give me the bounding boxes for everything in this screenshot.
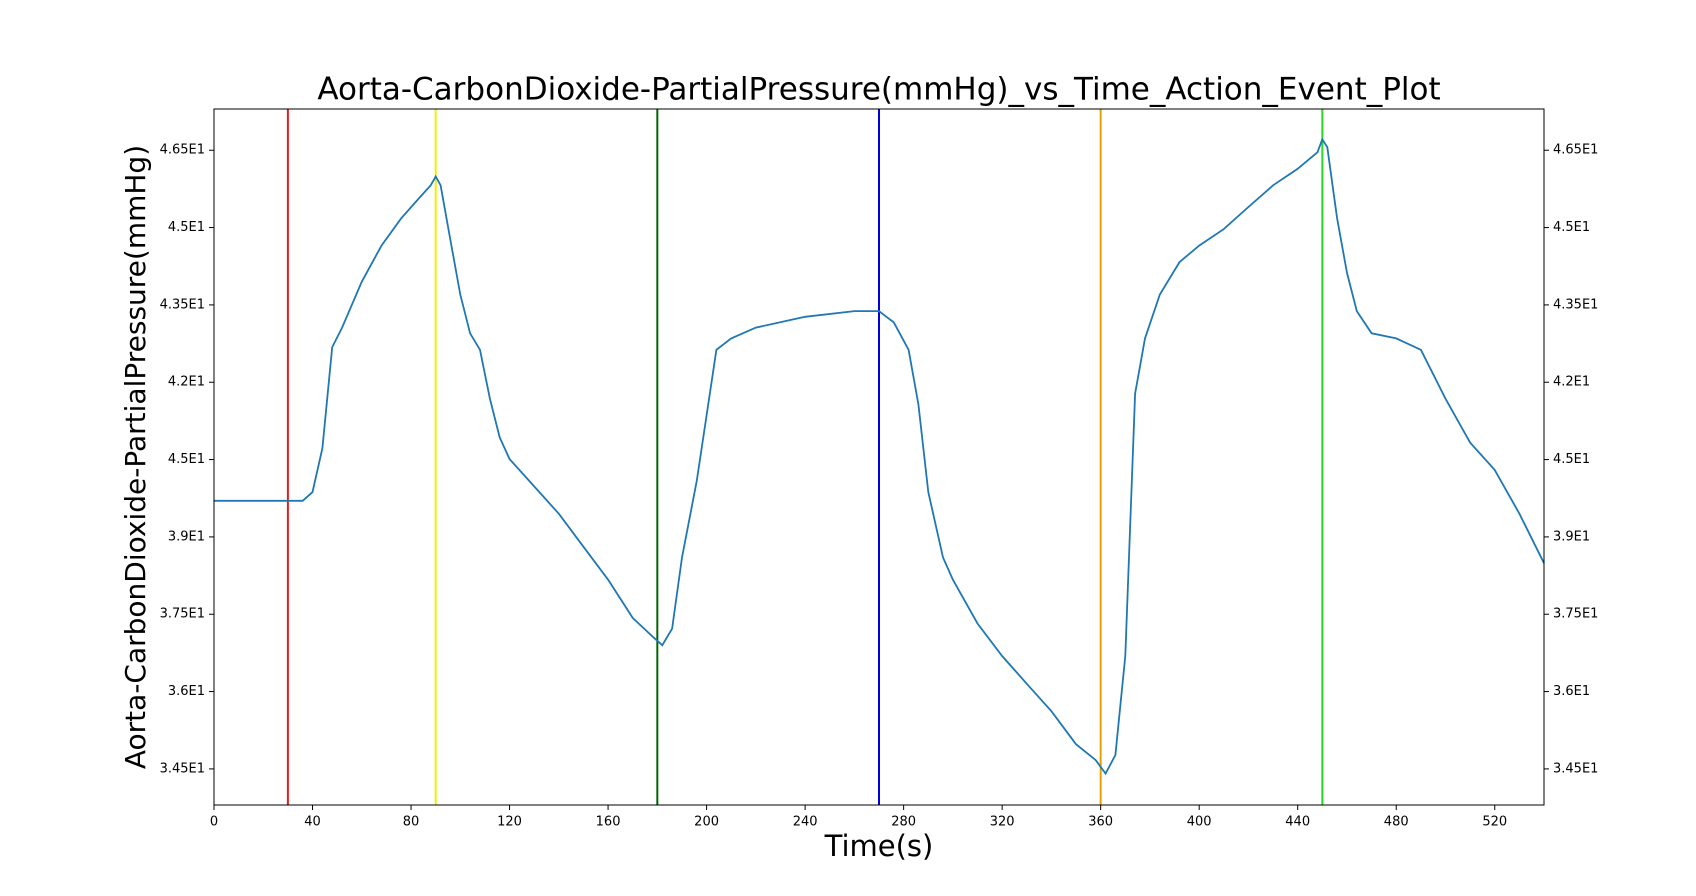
y-tick-label-right: 3.6E1 — [1553, 684, 1590, 699]
x-tick-label: 400 — [1187, 815, 1212, 830]
y-tick-label-right: 4.5E1 — [1553, 220, 1590, 235]
chart-title: Aorta-CarbonDioxide-PartialPressure(mmHg… — [317, 72, 1440, 108]
y-tick-label: 3.6E1 — [168, 684, 205, 699]
y-tick-label-right: 4.5E1 — [1553, 452, 1590, 467]
plot-frame — [213, 108, 1545, 806]
x-tick-label: 520 — [1482, 815, 1507, 830]
y-tick-label-right: 4.65E1 — [1553, 143, 1598, 158]
y-tick-label-right: 4.2E1 — [1553, 375, 1590, 390]
x-tick-label: 200 — [694, 815, 719, 830]
y-tick-label-right: 4.35E1 — [1553, 297, 1598, 312]
x-tick-label: 360 — [1088, 815, 1113, 830]
y-tick-label-right: 3.75E1 — [1553, 607, 1598, 622]
x-tick-label: 0 — [210, 815, 218, 830]
y-axis-label: Aorta-CarbonDioxide-PartialPressure(mmHg… — [119, 145, 152, 769]
x-tick-label: 160 — [596, 815, 621, 830]
y-tick-label: 4.35E1 — [160, 297, 205, 312]
y-tick-label: 4.5E1 — [168, 220, 205, 235]
y-tick-label-right: 3.45E1 — [1553, 761, 1598, 776]
y-tick-label: 3.75E1 — [160, 607, 205, 622]
x-axis-label: Time(s) — [824, 829, 934, 863]
x-tick-label: 480 — [1384, 815, 1409, 830]
x-tick-label: 320 — [990, 815, 1015, 830]
y-tick-label: 4.65E1 — [160, 143, 205, 158]
x-tick-label: 440 — [1285, 815, 1310, 830]
x-tick-label: 80 — [403, 815, 420, 830]
x-tick-label: 240 — [793, 815, 818, 830]
y-tick-label: 3.45E1 — [160, 761, 205, 776]
y-tick-label: 4.2E1 — [168, 375, 205, 390]
data-line — [214, 137, 1545, 776]
y-tick-label: 3.9E1 — [168, 529, 205, 544]
x-tick-label: 120 — [497, 815, 522, 830]
x-tick-label: 280 — [891, 815, 916, 830]
x-tick-label: 40 — [304, 815, 321, 830]
y-tick-label: 4.5E1 — [168, 452, 205, 467]
y-tick-label-right: 3.9E1 — [1553, 529, 1590, 544]
